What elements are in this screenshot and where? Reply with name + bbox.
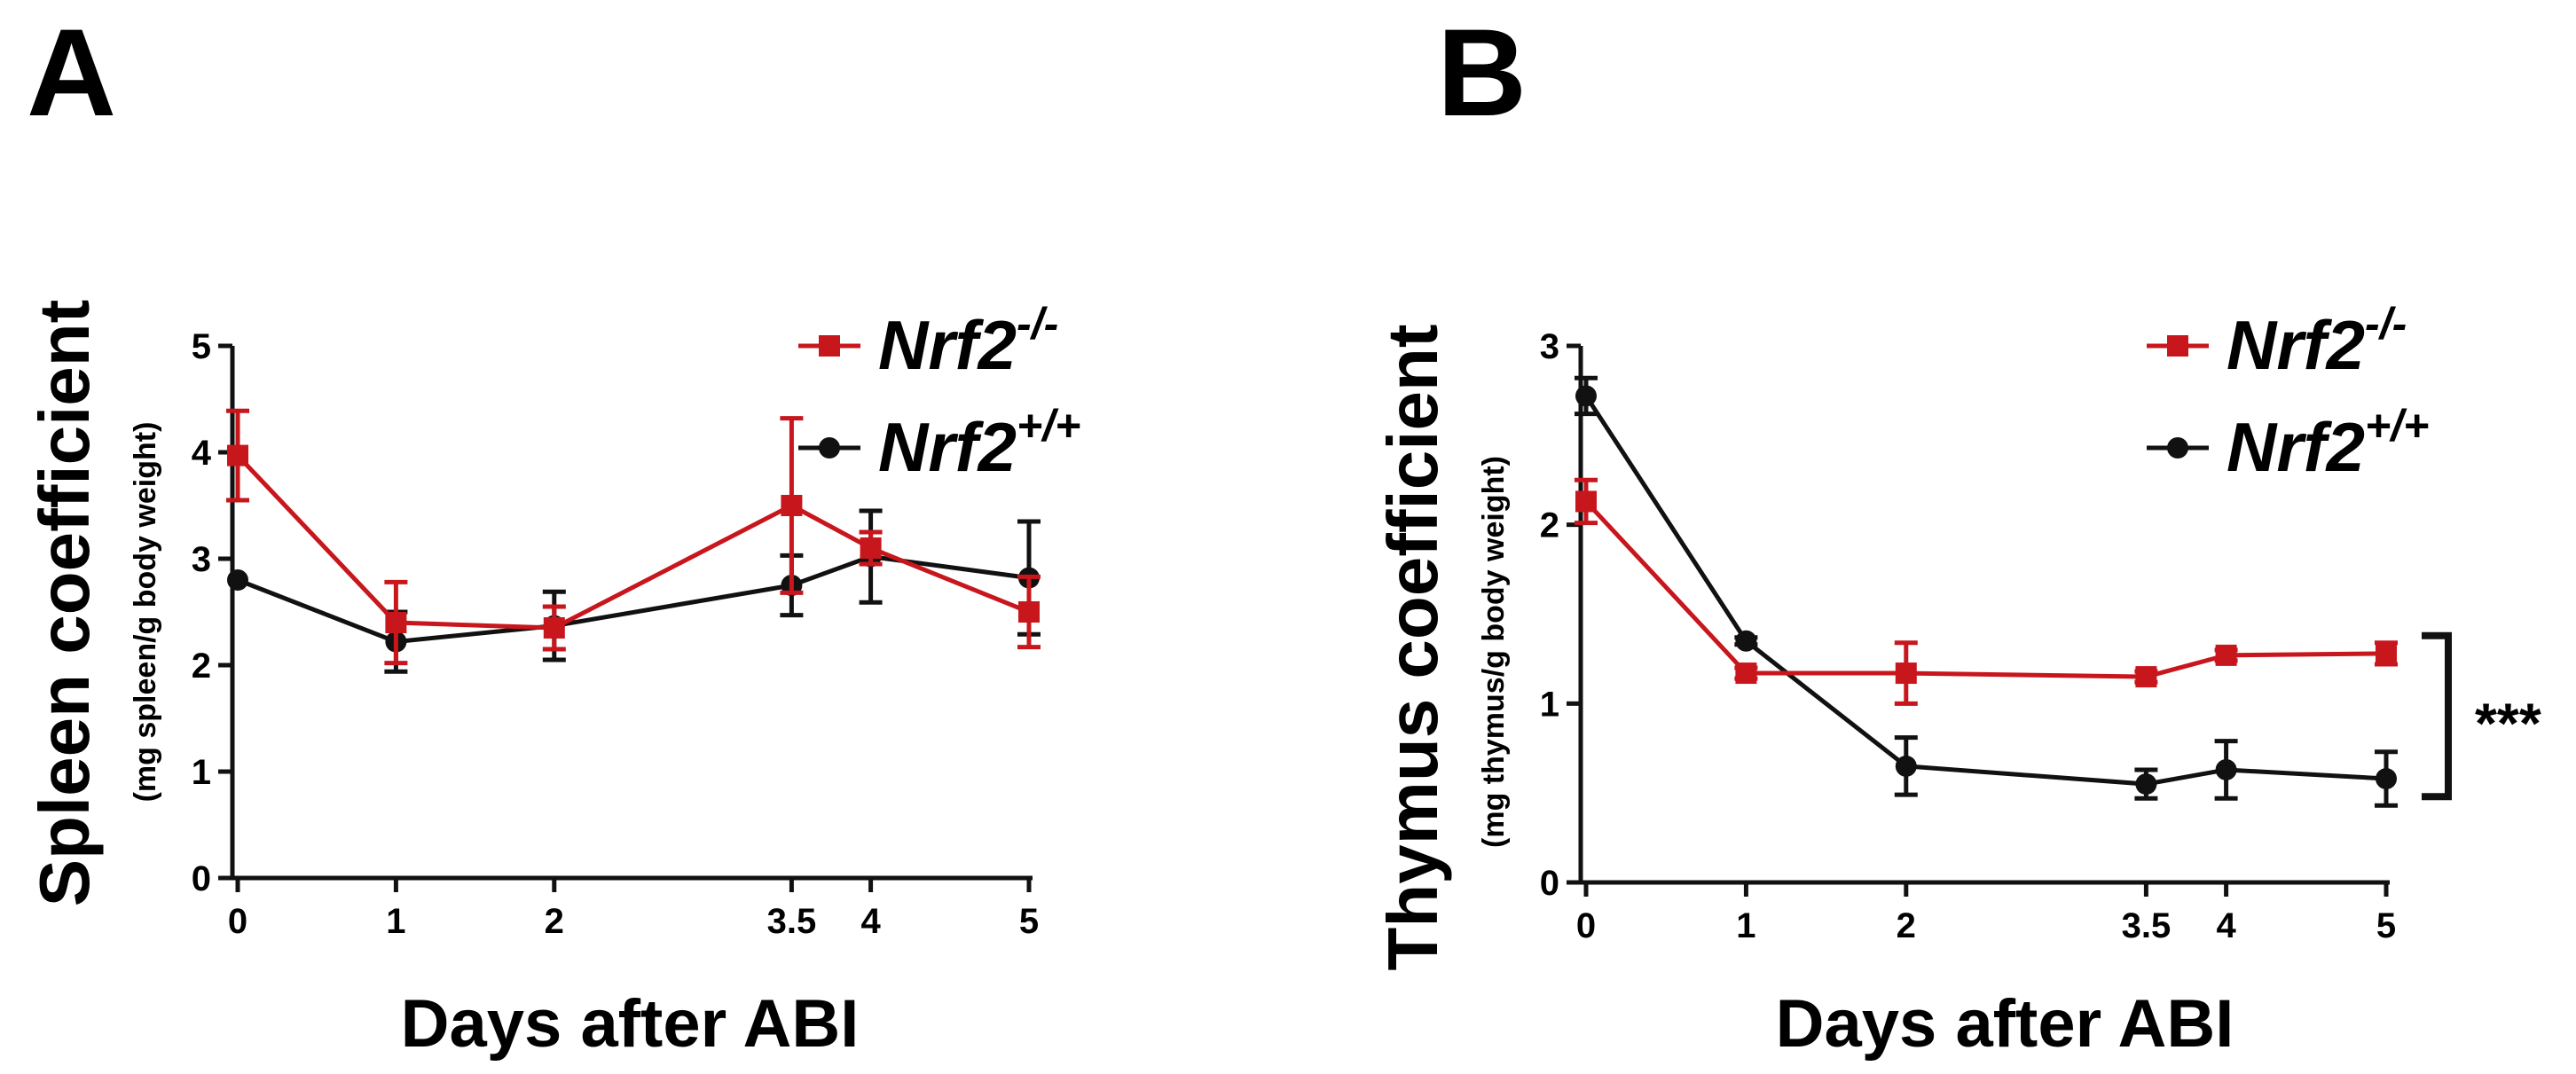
panel-b-label: B — [1437, 3, 1527, 142]
panel-a-x-tick-label: 0 — [228, 902, 247, 941]
panel-b-x-tick-label: 0 — [1576, 906, 1596, 945]
panel-a-y-tick-label: 5 — [192, 327, 211, 366]
panel-a-x-axis-title: Days after ABI — [401, 986, 860, 1062]
panel-b-point-wt — [1575, 385, 1597, 407]
panel-b-point-wt — [1895, 755, 1917, 777]
panel-a-plot-area: 0 1 2 3 4 5 0 1 2 3.5 4 5 — [192, 327, 1041, 941]
panel-b-legend-marker-wt — [2167, 437, 2188, 459]
panel-b-y-tick-label: 3 — [1540, 327, 1559, 366]
panel-b-x-tick-label: 3.5 — [2122, 906, 2172, 945]
panel-a-legend-label-wt: Nrf2+/+ — [878, 401, 1080, 486]
panel-a-point-ko — [860, 537, 882, 559]
panel-b-chart: B Thymus coefficient (mg thymus/g body w… — [1373, 3, 2541, 1062]
panel-a-legend: Nrf2-/- Nrf2+/+ — [798, 299, 1080, 486]
panel-a-point-ko — [1018, 601, 1040, 623]
panel-a-x-tick-label: 4 — [860, 902, 881, 941]
panel-a-x-tick-label: 2 — [545, 902, 564, 941]
panel-a-series-wt-line — [237, 554, 1030, 645]
panel-b-significance-label: *** — [2475, 691, 2541, 755]
panel-b-point-wt — [2135, 773, 2157, 796]
panel-b-legend-marker-ko — [2167, 335, 2188, 357]
panel-b-point-ko — [1735, 662, 1757, 685]
panel-b-point-ko — [1895, 662, 1917, 685]
panel-b-point-wt — [2215, 758, 2237, 780]
panel-a-x-tick-label: 1 — [386, 902, 405, 941]
panel-a-legend-marker-wt — [819, 437, 840, 459]
panel-b-series-wt-line — [1583, 395, 2387, 787]
panel-b-point-ko — [1575, 490, 1597, 513]
panel-a-legend-marker-ko — [819, 335, 840, 357]
panel-a-y-tick-label: 3 — [192, 540, 211, 579]
panel-a-point-wt — [227, 569, 248, 591]
panel-a-y-axis-title: Spleen coefficient — [25, 300, 104, 907]
panel-a-y-tick-label: 1 — [192, 753, 211, 792]
panel-b-legend: Nrf2-/- Nrf2+/+ — [2147, 299, 2429, 486]
panel-b-x-tick-label: 2 — [1897, 906, 1916, 945]
panel-a-y-tick-label: 4 — [192, 434, 212, 473]
panel-a-label: A — [27, 3, 116, 142]
panel-b-legend-label-wt: Nrf2+/+ — [2227, 401, 2429, 486]
panel-a-series-ko-line — [236, 453, 1030, 631]
panel-b-series-ko-line — [1584, 499, 2387, 679]
panel-b-significance-bracket — [2422, 631, 2452, 801]
panel-a-point-ko — [385, 612, 407, 633]
panel-b-point-wt — [2376, 768, 2397, 790]
panel-b-x-tick-label: 4 — [2216, 906, 2236, 945]
panel-b-point-wt — [1735, 630, 1757, 652]
panel-a-point-ko — [227, 444, 248, 466]
panel-a-x-tick-label: 3.5 — [767, 902, 817, 941]
panel-a-y-tick-label: 0 — [192, 859, 211, 898]
panel-b-x-axis-title: Days after ABI — [1776, 986, 2234, 1062]
panel-b-y-tick-label: 2 — [1540, 506, 1559, 545]
panel-a-point-ko — [781, 495, 803, 516]
panel-a-legend-label-ko: Nrf2-/- — [878, 299, 1058, 384]
panel-b-y-tick-label: 0 — [1540, 864, 1559, 903]
panel-b-plot-area: 0 1 2 3 0 1 2 3.5 4 5 *** — [1540, 327, 2541, 945]
panel-a-point-ko — [543, 617, 565, 639]
panel-b-y-tick-label: 1 — [1540, 685, 1559, 724]
panel-b-legend-label-ko: Nrf2-/- — [2227, 299, 2407, 384]
panel-a-x-tick-label: 5 — [1019, 902, 1039, 941]
panel-a-y-tick-label: 2 — [192, 647, 211, 686]
panel-b-y-axis-subtitle: (mg thymus/g body weight) — [1477, 456, 1511, 848]
panel-b-x-tick-label: 5 — [2376, 906, 2396, 945]
panel-a-chart: A Spleen coefficient (mg spleen/g body w… — [25, 3, 1080, 1062]
panel-b-x-tick-label: 1 — [1736, 906, 1755, 945]
panel-b-y-axis-title: Thymus coefficient — [1373, 324, 1452, 970]
panel-b-point-ko — [2215, 644, 2237, 666]
panel-b-point-ko — [2135, 666, 2157, 688]
panel-b-point-ko — [2376, 642, 2397, 664]
panel-a-y-axis-subtitle: (mg spleen/g body weight) — [129, 422, 162, 803]
